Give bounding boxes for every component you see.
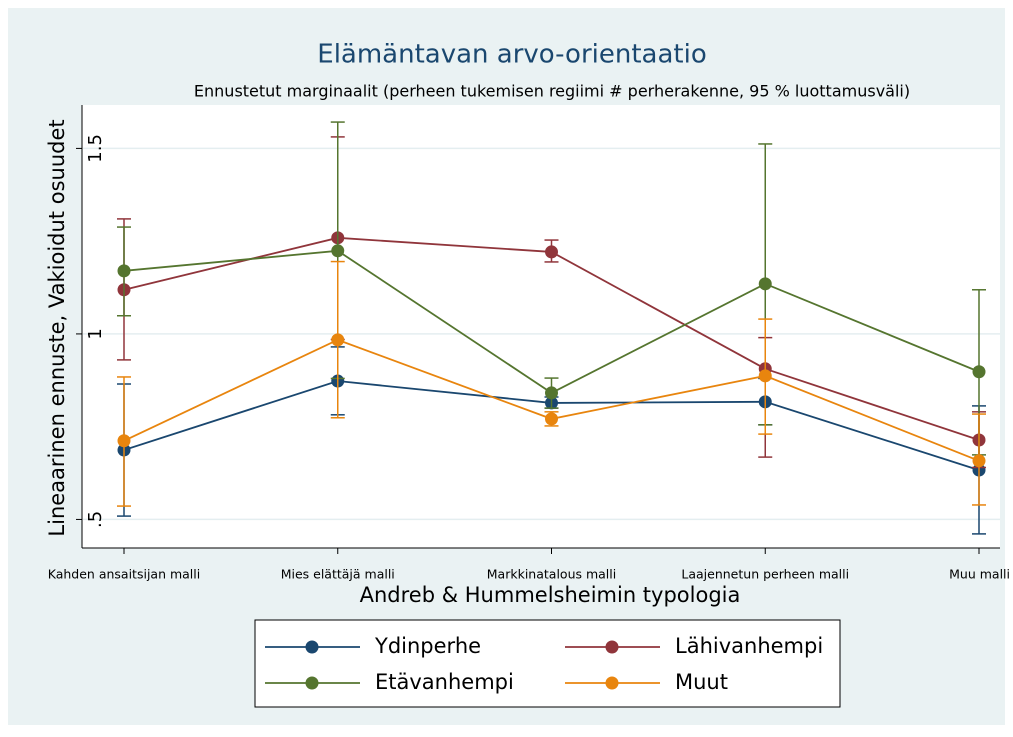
legend-label: Ydinperhe: [374, 634, 481, 658]
point: [545, 386, 558, 400]
x-tick-label: Mies elättäjä malli: [281, 567, 395, 582]
legend-marker: [305, 676, 319, 690]
legend-label: Lähivanhempi: [675, 634, 823, 658]
x-axis-label: Andreb & Hummelsheimin typologia: [360, 583, 741, 607]
x-tick-label: Markkinatalous malli: [487, 567, 616, 582]
x-tick-label: Laajennetun perheen malli: [681, 567, 849, 582]
legend-label: Muut: [675, 670, 728, 694]
y-tick-label: 1.5: [85, 134, 106, 163]
point: [972, 365, 986, 379]
y-tick-label: 1: [85, 328, 106, 339]
point: [331, 333, 345, 347]
x-tick-label: Kahden ansaitsijan malli: [48, 567, 200, 582]
point: [117, 434, 131, 448]
x-tick-label: Muu malli: [949, 567, 1010, 582]
legend: [254, 619, 841, 708]
point: [758, 369, 772, 383]
legend-marker: [605, 676, 619, 690]
point: [331, 244, 345, 258]
legend-label: Etävanhempi: [375, 670, 514, 694]
chart-title: Elämäntavan arvo-orientaatio: [317, 40, 706, 70]
point: [758, 277, 772, 291]
chart-subtitle: Ennustetut marginaalit (perheen tukemise…: [194, 82, 910, 101]
point: [117, 264, 131, 278]
plot-region: [82, 105, 1000, 548]
y-axis-label: Lineaarinen ennuste, Vakioidut osuudet: [45, 119, 69, 536]
y-tick-label: .5: [85, 511, 106, 528]
legend-marker: [305, 640, 319, 654]
point: [972, 454, 986, 468]
point: [545, 245, 558, 259]
legend-marker: [605, 640, 619, 654]
point: [545, 412, 558, 426]
